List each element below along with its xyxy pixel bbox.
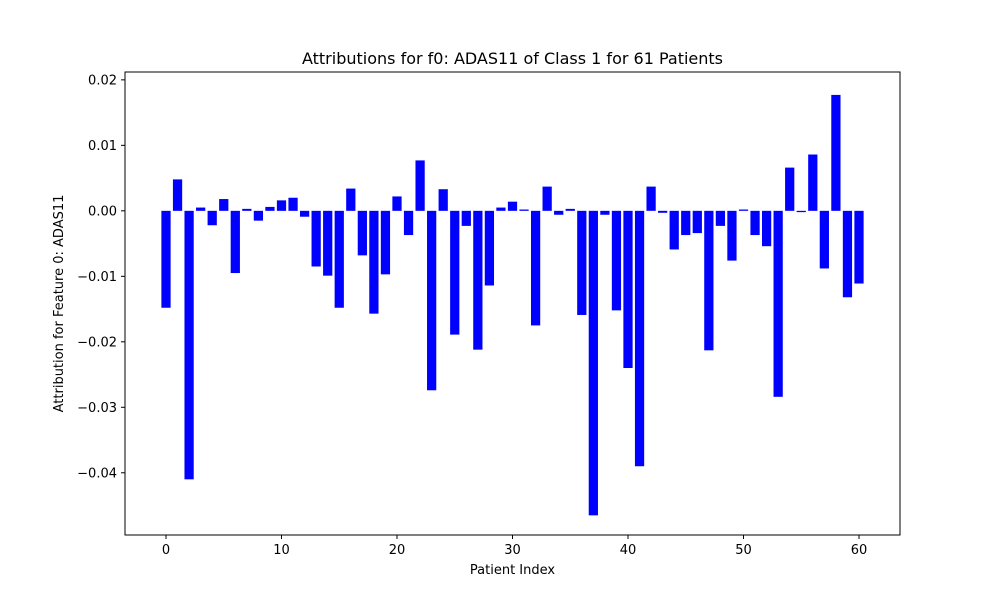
- bar-patient-60: [854, 210, 864, 284]
- bar-patient-0: [161, 210, 171, 308]
- bar-patient-30: [507, 201, 518, 211]
- bar-patient-35: [565, 208, 575, 211]
- bar-patient-24: [438, 189, 448, 211]
- bar-patient-40: [623, 210, 633, 368]
- bar-patient-5: [219, 199, 229, 211]
- bar-patient-13: [311, 210, 321, 267]
- bar-patient-34: [554, 210, 564, 215]
- y-axis: 0.02 0.01 0.00 −0.01 −0.02 −0.03 −0.04: [77, 73, 125, 481]
- bar-patient-59: [842, 210, 853, 298]
- bar-patient-18: [369, 210, 379, 314]
- bar-patient-28: [484, 210, 495, 286]
- bar-patient-2: [184, 210, 194, 480]
- bar-patient-25: [450, 210, 460, 335]
- bar-patient-31: [519, 209, 529, 211]
- x-tick-label: 30: [504, 543, 521, 558]
- bar-patient-17: [357, 210, 367, 256]
- x-tick-label: 20: [389, 543, 406, 558]
- y-tick-label: −0.02: [77, 335, 117, 350]
- x-tick-label: 10: [273, 543, 290, 558]
- bar-patient-14: [323, 210, 333, 276]
- bar-patient-46: [692, 210, 702, 234]
- x-axis-label: Patient Index: [470, 563, 555, 578]
- bar-patient-56: [808, 154, 818, 211]
- bar-patient-3: [196, 207, 206, 211]
- bar-patient-50: [738, 209, 749, 211]
- bar-patient-58: [831, 94, 841, 211]
- bar-patient-7: [242, 208, 252, 211]
- y-tick-label: 0.01: [88, 139, 117, 154]
- bar-patient-32: [530, 210, 541, 326]
- bar-patient-8: [253, 210, 264, 221]
- bar-patient-9: [265, 206, 275, 211]
- bar-patient-39: [611, 210, 622, 311]
- bar-patient-4: [207, 210, 217, 226]
- bar-patient-21: [403, 210, 414, 236]
- bar-patient-41: [634, 210, 645, 467]
- bar-patient-37: [588, 210, 598, 516]
- bar-patient-15: [334, 210, 344, 308]
- y-tick-label: −0.01: [77, 270, 117, 285]
- bar-patient-22: [415, 160, 425, 211]
- bar-patient-52: [761, 210, 772, 247]
- bar-patient-44: [669, 210, 679, 250]
- y-tick-label: −0.04: [77, 466, 117, 481]
- bar-patient-49: [727, 210, 737, 261]
- bar-patient-45: [681, 210, 691, 236]
- x-tick-label: 40: [620, 543, 637, 558]
- y-tick-label: −0.03: [77, 401, 117, 416]
- bar-patient-33: [542, 186, 552, 211]
- bar-patient-53: [773, 210, 783, 397]
- bar-patient-43: [658, 210, 668, 213]
- x-tick-label: 60: [851, 543, 868, 558]
- bar-patient-51: [750, 210, 760, 236]
- bar-patient-27: [473, 210, 483, 350]
- bar-patient-47: [704, 210, 714, 351]
- bar-patient-23: [427, 210, 437, 391]
- bar-patient-11: [288, 197, 298, 211]
- bar-patient-12: [299, 210, 310, 217]
- x-tick-label: 50: [735, 543, 752, 558]
- chart-title: Attributions for f0: ADAS11 of Class 1 f…: [302, 49, 723, 68]
- bar-patient-42: [646, 186, 656, 211]
- bar-patient-29: [496, 207, 506, 211]
- bar-patient-26: [461, 210, 471, 226]
- bar-patient-6: [230, 210, 240, 274]
- bar-patient-54: [785, 167, 795, 211]
- bar-patient-36: [577, 210, 587, 315]
- bar-patient-48: [715, 210, 726, 226]
- bar-patient-16: [346, 188, 356, 211]
- bar-patient-1: [172, 179, 183, 211]
- bar-patient-55: [796, 210, 806, 213]
- bar-patient-20: [392, 196, 402, 211]
- y-tick-label: 0.02: [88, 73, 117, 88]
- x-tick-label: 0: [162, 543, 170, 558]
- bar-patient-57: [819, 210, 829, 269]
- bars-group: [161, 94, 864, 516]
- y-axis-label: Attribution for Feature 0: ADAS11: [52, 195, 67, 413]
- bar-patient-10: [276, 200, 287, 211]
- y-tick-label: 0.00: [88, 204, 117, 219]
- x-axis: 0 10 20 30 40 50 60: [162, 535, 867, 558]
- bar-patient-19: [380, 210, 391, 275]
- bar-patient-38: [600, 210, 610, 215]
